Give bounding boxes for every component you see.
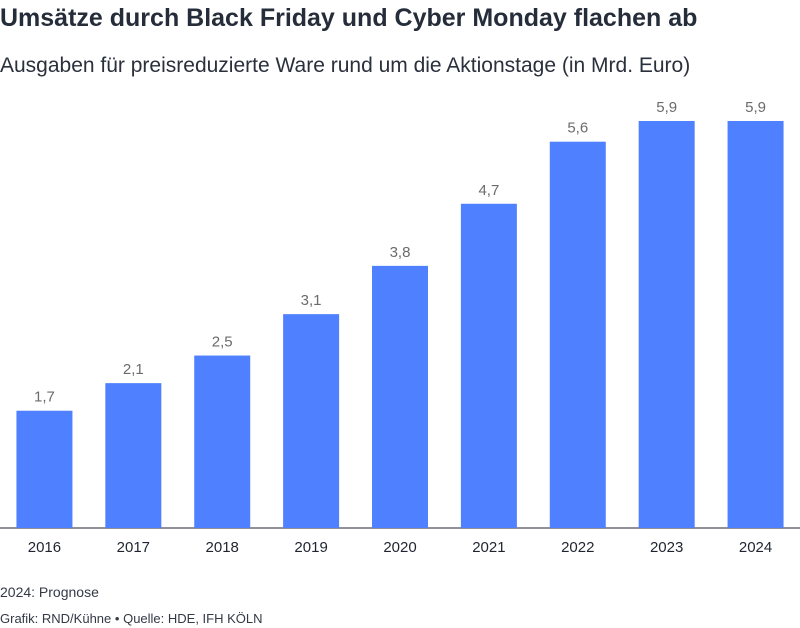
x-tick-label-2020: 2020: [383, 539, 416, 556]
value-label-2020: 3,8: [390, 244, 411, 261]
source-credit: Quelle: HDE, IFH KÖLN: [123, 611, 263, 626]
x-tick-label-2018: 2018: [206, 539, 239, 556]
x-tick-label-2023: 2023: [650, 539, 683, 556]
value-label-2016: 1,7: [34, 389, 55, 406]
x-tick-label-2022: 2022: [561, 539, 594, 556]
x-tick-label-2021: 2021: [472, 539, 505, 556]
x-tick-label-2024: 2024: [739, 539, 772, 556]
value-label-2021: 4,7: [478, 182, 499, 199]
bar-2022: [549, 141, 606, 528]
chart-subtitle: Ausgaben für preisreduzierte Ware rund u…: [0, 54, 691, 77]
value-label-2018: 2,5: [212, 334, 233, 351]
x-tick-label-2017: 2017: [117, 539, 150, 556]
bar-2018: [194, 355, 251, 528]
value-label-2017: 2,1: [123, 361, 144, 378]
bar-2016: [16, 410, 73, 528]
bar-2020: [372, 265, 428, 528]
separator-dot: •: [114, 611, 120, 626]
bar-2024: [727, 121, 784, 528]
footnote: 2024: Prognose: [0, 584, 99, 600]
bar-chart: 1,7 2016 2,1 2017 2,5 2018 3,1 2019 3,8 2020 4,7 20…: [0, 99, 800, 556]
value-label-2022: 5,6: [567, 120, 588, 137]
x-tick-label-2016: 2016: [28, 539, 61, 556]
credit-line: Grafik: RND/Kühne • Quelle: HDE, IFH KÖL…: [0, 611, 263, 626]
chart-title: Umsätze durch Black Friday und Cyber Mon…: [0, 4, 698, 32]
bar-2023: [638, 121, 695, 528]
value-label-2019: 3,1: [301, 292, 322, 309]
bar-2019: [283, 314, 340, 528]
x-tick-label-2019: 2019: [294, 539, 327, 556]
value-label-2023: 5,9: [656, 99, 677, 116]
bar-2021: [460, 203, 517, 528]
bar-2017: [105, 383, 162, 528]
value-label-2024: 5,9: [745, 99, 766, 116]
graphic-credit: Grafik: RND/Kühne: [0, 611, 112, 626]
